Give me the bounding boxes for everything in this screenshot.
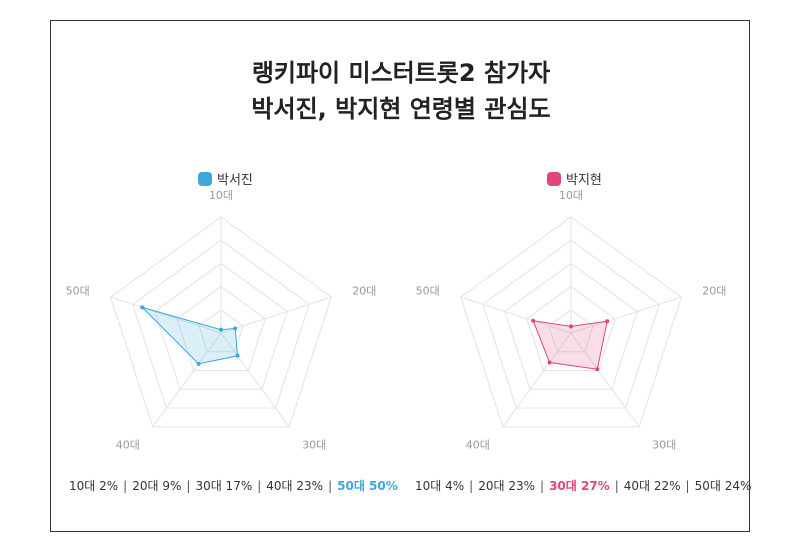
summary-separator: | — [328, 478, 333, 493]
chart-title-line1: 랭키파이 미스터트롯2 참가자 — [251, 59, 551, 87]
legend-swatch-series1 — [198, 171, 212, 186]
axis-label: 10대 — [209, 189, 233, 202]
series-point — [595, 367, 600, 372]
axis-label: 40대 — [466, 439, 490, 452]
grid-spoke — [460, 296, 572, 334]
series-point — [196, 361, 201, 366]
series-point — [547, 360, 552, 365]
summary-item: 20대 9% — [132, 479, 182, 493]
grid-ring — [198, 309, 244, 353]
summary-item: 30대 27% — [549, 479, 610, 493]
series-point — [219, 327, 223, 332]
summary-item: 20대 23% — [478, 479, 536, 493]
grid-ring — [154, 262, 288, 390]
summary-separator: | — [186, 478, 191, 493]
axis-label: 20대 — [702, 284, 726, 297]
series-point — [233, 326, 238, 331]
axis-label: 50대 — [66, 284, 90, 297]
summary-row-2: 10대 4% | 20대 23% | 30대 27% | 40대 22% | 50대 24% — [415, 477, 751, 494]
summary-item: 10대 2% — [69, 479, 119, 493]
summary-item: 10대 4% — [415, 479, 465, 493]
summary-separator: | — [614, 478, 619, 493]
axis-label: 20대 — [352, 284, 376, 297]
series-point — [605, 319, 610, 324]
grid-ring — [504, 262, 638, 390]
grid-spoke — [570, 296, 682, 334]
axis-label: 30대 — [652, 439, 676, 452]
summary-row-1: 10대 2% | 20대 9% | 30대 17% | 40대 23% | 50대 50% — [69, 477, 398, 494]
legend-label-series2: 박지현 — [566, 173, 602, 188]
chart-title: 랭키파이 미스터트롯2 참가자 박서진, 박지현 연령별 관심도 — [51, 55, 751, 127]
summary-separator: | — [123, 478, 128, 493]
series-area — [532, 320, 608, 370]
grid-spoke — [570, 332, 640, 428]
series-point — [531, 318, 536, 323]
summary-item: 50대 24% — [694, 479, 752, 493]
grid-spoke — [220, 296, 332, 334]
radar-chart-2: 10대 20대 30대 40대 50대 — [416, 189, 727, 452]
series-point — [235, 353, 240, 358]
axis-label: 50대 — [416, 284, 440, 297]
grid-spoke — [110, 296, 222, 334]
legend-label-series1: 박서진 — [217, 173, 253, 188]
legend-series1: 박서진 — [198, 169, 253, 188]
radar-chart-1: 10대 20대 30대 40대 50대 — [66, 189, 377, 452]
grid-spoke — [502, 332, 572, 428]
summary-item: 30대 17% — [195, 479, 253, 493]
grid-ring — [176, 285, 266, 372]
radar-charts: 10대 20대 30대 40대 50대 10대 20대 30대 40대 50대 — [66, 189, 727, 452]
chart-title-line2: 박서진, 박지현 연령별 관심도 — [251, 95, 551, 123]
summary-separator: | — [469, 478, 474, 493]
grid-ring — [110, 216, 332, 428]
legend-swatch-series2 — [547, 171, 561, 186]
grid-spoke — [220, 332, 290, 428]
axis-label: 30대 — [302, 439, 326, 452]
summary-item: 40대 23% — [266, 479, 324, 493]
series-point — [140, 305, 145, 310]
axis-label: 40대 — [116, 439, 140, 452]
series-point — [569, 324, 573, 329]
grid-ring — [526, 285, 616, 372]
grid-ring — [460, 216, 682, 428]
grid-spoke — [152, 332, 222, 428]
summary-item: 50대 50% — [337, 479, 398, 493]
legend-series2: 박지현 — [547, 169, 602, 188]
summary-separator: | — [257, 478, 262, 493]
summary-item: 40대 22% — [623, 479, 681, 493]
grid-ring — [132, 239, 310, 409]
grid-ring — [482, 239, 660, 409]
series-area — [140, 306, 239, 365]
summary-separator: | — [685, 478, 690, 493]
axis-label: 10대 — [559, 189, 583, 202]
chart-frame: 랭키파이 미스터트롯2 참가자 박서진, 박지현 연령별 관심도 박서진 박지현… — [50, 20, 751, 532]
summary-separator: | — [540, 478, 545, 493]
